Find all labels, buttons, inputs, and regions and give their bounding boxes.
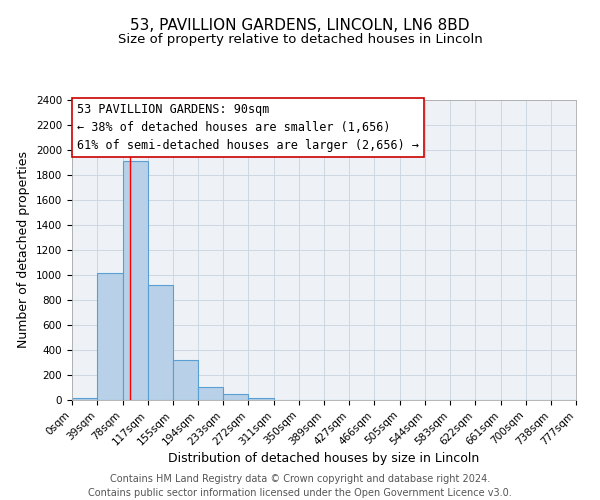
- Y-axis label: Number of detached properties: Number of detached properties: [17, 152, 31, 348]
- Bar: [223, 394, 248, 400]
- X-axis label: Distribution of detached houses by size in Lincoln: Distribution of detached houses by size …: [169, 452, 479, 465]
- Bar: [198, 387, 223, 400]
- Text: 53 PAVILLION GARDENS: 90sqm
← 38% of detached houses are smaller (1,656)
61% of : 53 PAVILLION GARDENS: 90sqm ← 38% of det…: [77, 103, 419, 152]
- Text: 53, PAVILLION GARDENS, LINCOLN, LN6 8BD: 53, PAVILLION GARDENS, LINCOLN, LN6 8BD: [130, 18, 470, 32]
- Bar: [248, 398, 274, 400]
- Text: Contains HM Land Registry data © Crown copyright and database right 2024.
Contai: Contains HM Land Registry data © Crown c…: [88, 474, 512, 498]
- Bar: [148, 285, 173, 400]
- Bar: [122, 161, 148, 400]
- Bar: [173, 360, 198, 400]
- Text: Size of property relative to detached houses in Lincoln: Size of property relative to detached ho…: [118, 32, 482, 46]
- Bar: [72, 398, 97, 400]
- Bar: [97, 272, 122, 400]
